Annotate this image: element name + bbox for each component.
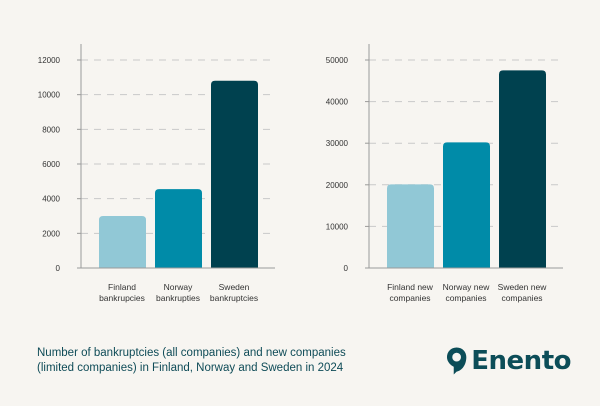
x-category-label: Finland bankrupcies bbox=[99, 282, 145, 303]
y-tick-label: 2000 bbox=[42, 229, 60, 238]
y-tick-label: 12000 bbox=[38, 56, 61, 65]
bar-2 bbox=[443, 142, 490, 268]
y-tick-label: 20000 bbox=[326, 181, 349, 190]
y-tick-label: 6000 bbox=[42, 160, 60, 169]
x-category-label-line: Norway bbox=[164, 282, 194, 292]
x-category-label: Sweden new companies bbox=[498, 282, 548, 303]
x-category-label: Finland new companies bbox=[387, 282, 434, 303]
x-category-label-line: bankruptcies bbox=[210, 293, 258, 303]
y-tick-label: 40000 bbox=[326, 98, 349, 107]
x-category-label-line: companies bbox=[445, 293, 486, 303]
bar-1 bbox=[387, 184, 434, 268]
y-tick-label: 50000 bbox=[326, 56, 349, 65]
y-tick-label: 10000 bbox=[326, 222, 349, 231]
caption-line-2: (limited companies) in Finland, Norway a… bbox=[37, 362, 344, 374]
y-tick-label: 10000 bbox=[38, 91, 61, 100]
x-category-label: Norway new companies bbox=[443, 282, 491, 303]
y-tick-label: 0 bbox=[344, 264, 349, 273]
x-category-label-line: Norway new bbox=[443, 282, 491, 292]
x-category-label-line: bankrupties bbox=[156, 293, 200, 303]
y-tick-label: 4000 bbox=[42, 195, 60, 204]
x-category-label-line: Sweden new bbox=[498, 282, 548, 292]
x-category-label-line: Finland bbox=[108, 282, 136, 292]
y-tick-label: 8000 bbox=[42, 125, 60, 134]
caption-line-1: Number of bankruptcies (all companies) a… bbox=[37, 347, 346, 359]
y-tick-label: 30000 bbox=[326, 139, 349, 148]
brand-name: Enento bbox=[471, 346, 571, 376]
bar-3 bbox=[499, 70, 546, 269]
x-category-label-line: companies bbox=[501, 293, 542, 303]
x-category-label-line: companies bbox=[389, 293, 430, 303]
chart-caption: Number of bankruptcies (all companies) a… bbox=[37, 346, 397, 376]
y-tick-label: 0 bbox=[56, 264, 61, 273]
bar-2 bbox=[155, 189, 202, 268]
x-category-label-line: Finland new bbox=[387, 282, 434, 292]
x-category-label: Sweden bankruptcies bbox=[210, 282, 258, 303]
x-category-label: Norway bankrupties bbox=[156, 282, 200, 303]
x-category-label-line: bankrupcies bbox=[99, 293, 145, 303]
location-pin-icon bbox=[446, 347, 467, 375]
bar-3 bbox=[211, 80, 258, 268]
x-category-label-line: Sweden bbox=[219, 282, 250, 292]
enento-logo: Enento bbox=[446, 344, 571, 378]
bar-1 bbox=[99, 216, 146, 268]
